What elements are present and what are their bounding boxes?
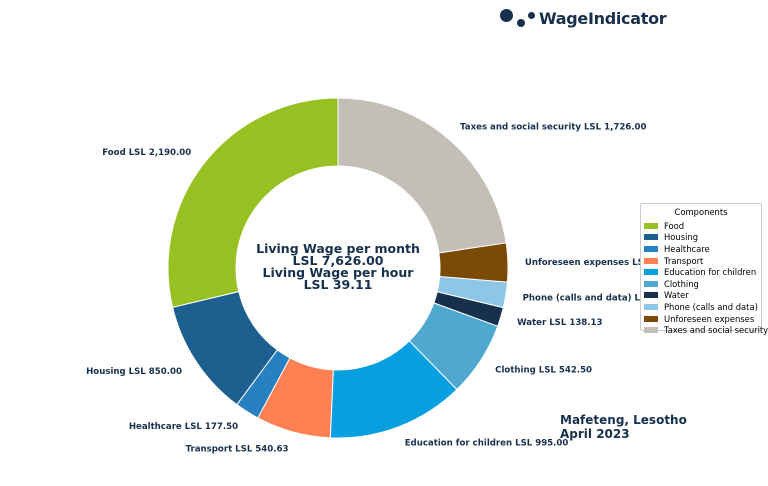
legend-item-unforeseen-expenses: Unforeseen expenses <box>644 313 758 325</box>
legend-label: Water <box>664 290 689 301</box>
location-block: Mafeteng, Lesotho April 2023 <box>560 413 687 441</box>
legend-item-healthcare: Healthcare <box>644 243 758 255</box>
label-clothing: Clothing LSL 542.50 <box>495 365 592 375</box>
slice-taxes-and-social-security <box>337 97 507 254</box>
legend-label: Taxes and social security <box>664 325 768 336</box>
legend-swatch <box>644 303 658 310</box>
label-housing: Housing LSL 850.00 <box>86 367 182 377</box>
legend-title: Components <box>674 207 728 217</box>
legend-item-housing: Housing <box>644 232 758 244</box>
legend-label: Phone (calls and data) <box>664 301 758 312</box>
label-food: Food LSL 2,190.00 <box>102 148 191 158</box>
label-transport: Transport LSL 540.63 <box>186 444 289 454</box>
slice-labels: Food LSL 2,190.00 Housing LSL 850.00 Healt… <box>86 122 688 454</box>
brand-name: WageIndicator <box>539 8 667 28</box>
location-date: April 2023 <box>560 427 630 441</box>
wageindicator-dots-icon <box>499 6 539 30</box>
label-taxes-and-social-security: Taxes and social security LSL 1,726.00 <box>460 122 646 132</box>
legend-label: Healthcare <box>664 243 710 254</box>
legend-item-education-for-children: Education for children <box>644 266 758 278</box>
legend-label: Unforeseen expenses <box>664 313 755 324</box>
label-unforeseen-expenses: Unforeseen expenses LSL 281.25 <box>525 258 686 268</box>
label-phone-calls-and-data: Phone (calls and data) LSL 185.00 <box>523 294 688 304</box>
legend-swatch <box>644 327 658 334</box>
label-education-for-children: Education for children LSL 995.00 <box>405 439 569 449</box>
chart-legend: Components Food Housing Healthcare Transpor… <box>640 203 768 335</box>
living-wage-hour-value: LSL 39.11 <box>304 277 373 292</box>
legend-swatch <box>644 280 658 287</box>
center-summary: Living Wage per month LSL 7,626.00 Livin… <box>256 241 420 292</box>
legend-item-water: Water <box>644 290 758 302</box>
legend-label: Clothing <box>664 278 699 289</box>
legend-label: Transport <box>664 255 704 266</box>
legend-item-phone-calls-and-data: Phone (calls and data) <box>644 301 758 313</box>
legend-item-taxes-and-social-security: Taxes and social security <box>644 324 768 336</box>
legend-swatch <box>644 257 658 264</box>
living-wage-hour-label: Living Wage per hour <box>263 265 415 280</box>
legend-item-clothing: Clothing <box>644 278 758 290</box>
location-place: Mafeteng, Lesotho <box>560 413 687 427</box>
legend-item-food: Food <box>644 220 758 232</box>
slice-food <box>167 97 339 308</box>
legend-swatch <box>644 269 658 276</box>
donut-slices <box>167 97 509 439</box>
legend-swatch <box>644 292 658 299</box>
legend-swatch <box>644 245 658 252</box>
label-healthcare: Healthcare LSL 177.50 <box>129 422 238 432</box>
legend-swatch <box>644 222 658 229</box>
legend-label: Education for children <box>664 267 757 278</box>
legend-label: Housing <box>664 232 699 243</box>
legend-label: Food <box>664 220 685 231</box>
legend-item-transport: Transport <box>644 255 758 267</box>
brand-logo: WageIndicator <box>499 6 667 30</box>
legend-items: Food Housing Healthcare Transport Education … <box>644 220 768 336</box>
legend-swatch <box>644 315 658 322</box>
living-wage-month-label: Living Wage per month <box>256 241 420 256</box>
label-water: Water LSL 138.13 <box>517 318 602 328</box>
living-wage-month-value: LSL 7,626.00 <box>293 253 384 268</box>
legend-swatch <box>644 234 658 241</box>
